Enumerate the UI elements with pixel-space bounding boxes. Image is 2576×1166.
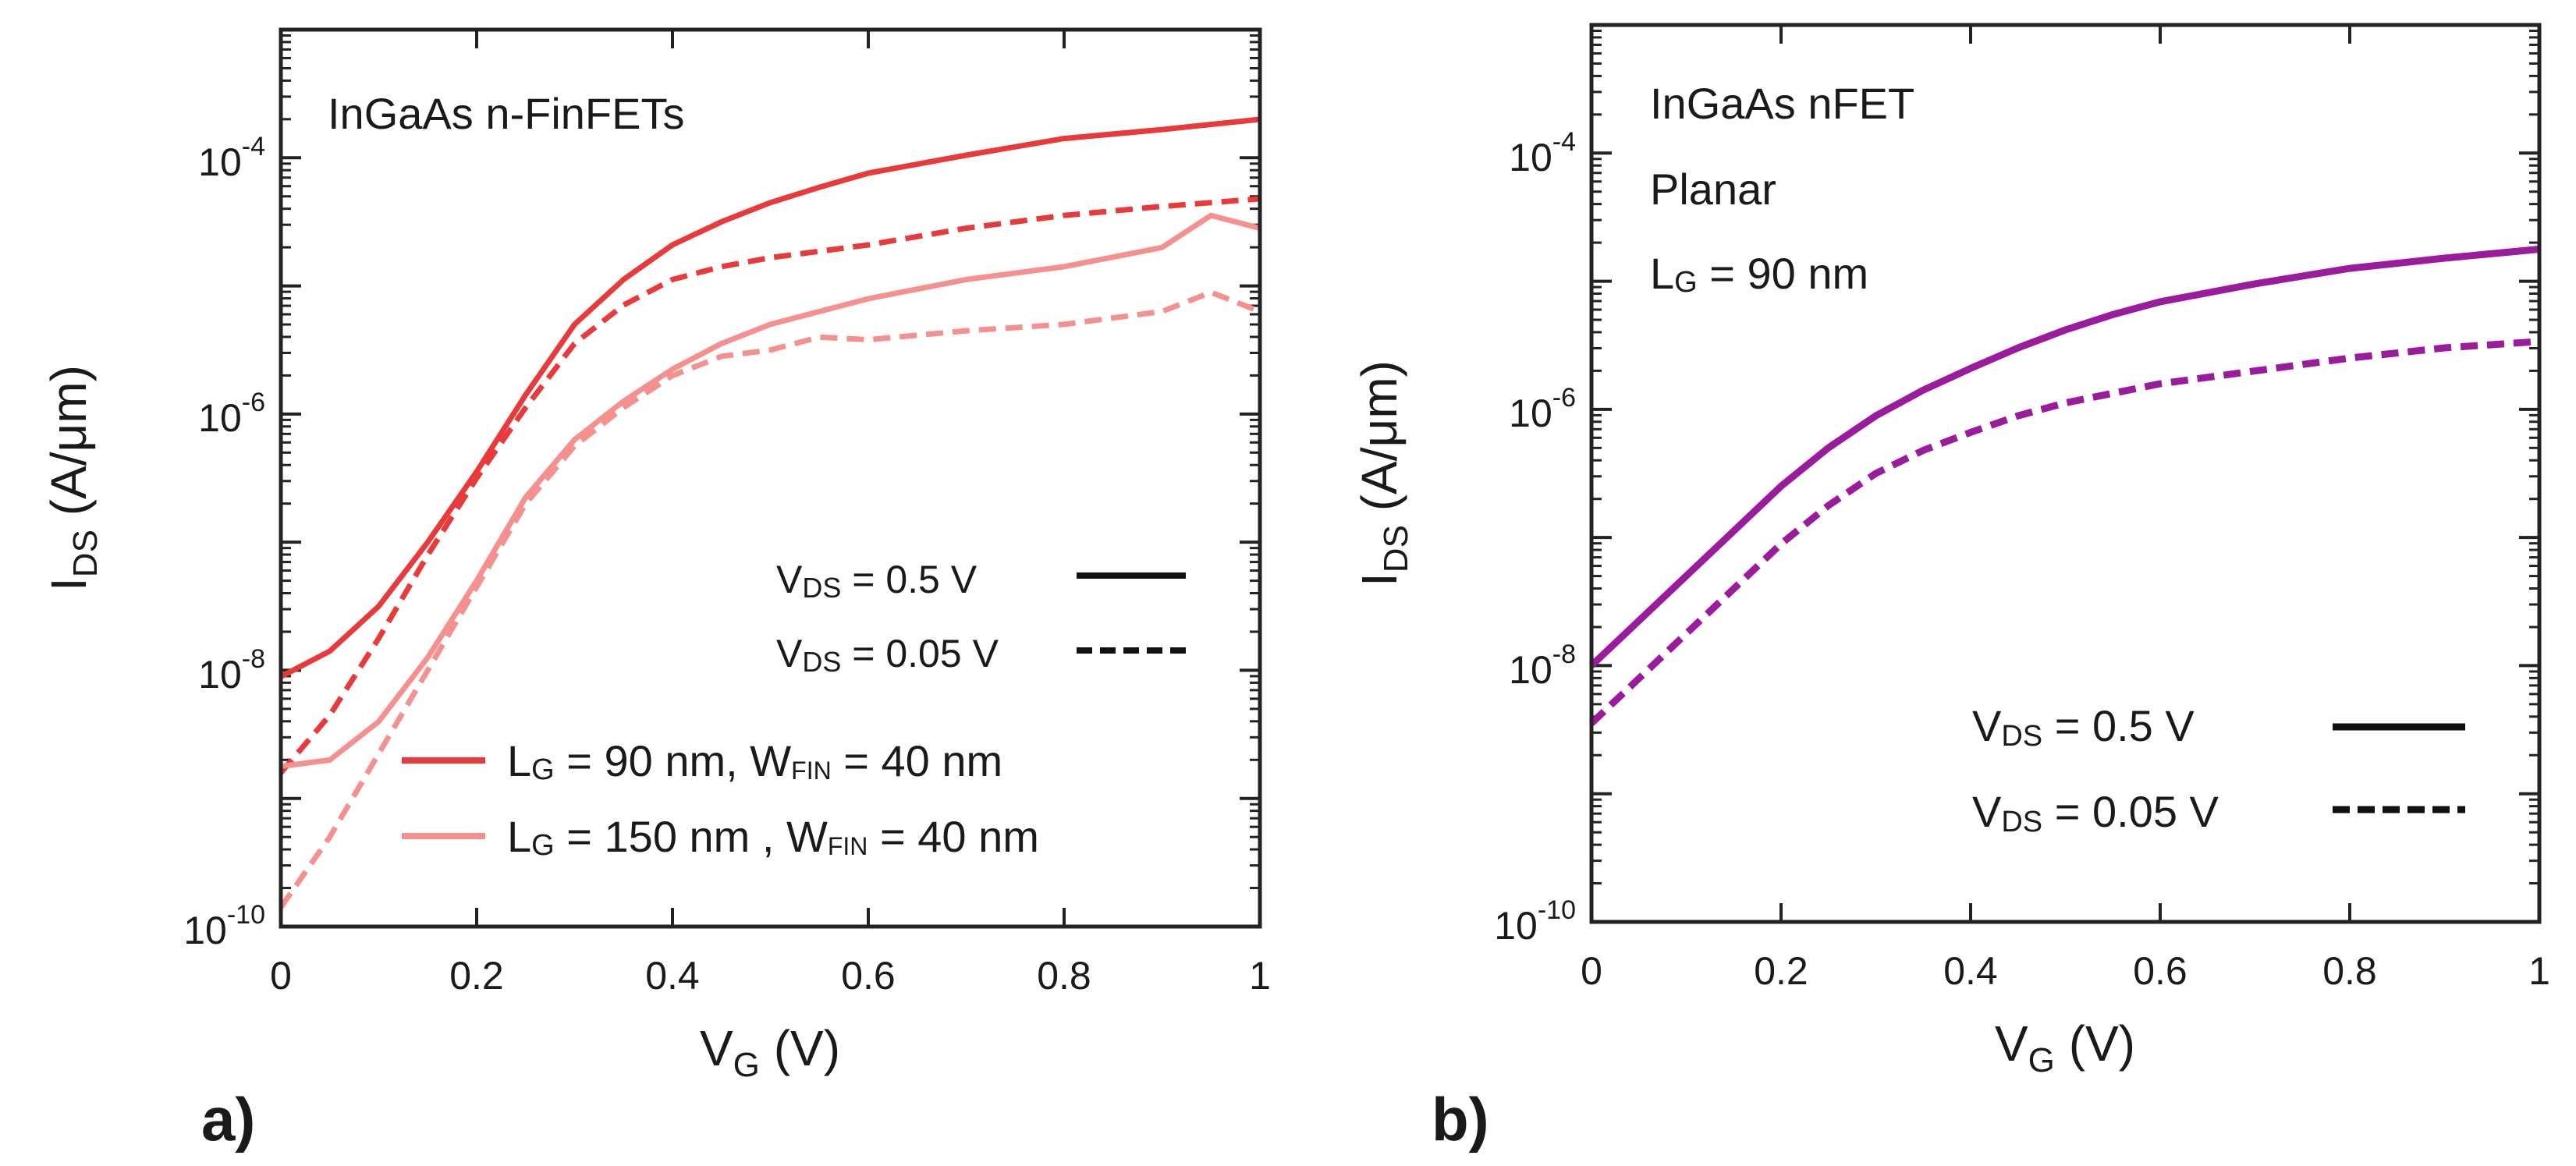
panel-a-x-tick-label: 0 xyxy=(270,954,292,998)
panel-b-x-tick-label: 0.4 xyxy=(1943,949,1998,993)
panel-b-planar-annotation: Planar xyxy=(1650,165,1776,214)
panel-a-label: a) xyxy=(201,1085,255,1154)
panel-a-y-tick-label: 10-6 xyxy=(198,388,265,440)
panel-a-y-axis-title: IDS (A/μm) xyxy=(41,365,105,591)
panel-a-plot-frame xyxy=(279,27,1262,929)
panel-a-series-line-1 xyxy=(279,196,1261,775)
panel-a-legend-vds-05-label: VDS = 0.5 V xyxy=(776,558,978,604)
panel-b-series-line-1 xyxy=(1588,338,2540,726)
panel-a-series-line-0 xyxy=(279,116,1261,679)
panel-a-color-legend: LG = 90 nm, WFIN = 40 nm LG = 150 nm , W… xyxy=(402,736,1039,862)
panel-b-x-axis-title: VG (V) xyxy=(1995,1015,2135,1079)
panel-a-x-tick-label: 0.8 xyxy=(1037,954,1091,998)
panel-a-x-tick-label: 0.4 xyxy=(645,954,700,998)
panel-b-label: b) xyxy=(1432,1085,1489,1154)
panel-a-y-tick-label: 10-10 xyxy=(183,900,265,952)
panel-b-legend-vds-05-label: VDS = 0.5 V xyxy=(1972,701,2195,753)
panel-b-series-line-0 xyxy=(1588,246,2540,668)
panel-b-y-tick-label: 10-6 xyxy=(1509,383,1576,435)
panel-a-series-line-3 xyxy=(279,289,1261,909)
panel-b-y-tick-label: 10-4 xyxy=(1509,127,1576,179)
panel-b-gate-length-annotation: LG = 90 nm xyxy=(1650,249,1868,299)
panel-a-x-tick-label: 1 xyxy=(1249,954,1271,998)
panel-b-x-tick-label: 0.8 xyxy=(2322,949,2377,993)
panel-a-legend-vds-005-label: VDS = 0.05 V xyxy=(776,632,999,678)
panel-b-plot-frame xyxy=(1589,23,2542,924)
panel-a-style-legend: VDS = 0.5 V VDS = 0.05 V xyxy=(776,558,1186,678)
panel-a-y-tick-label: 10-8 xyxy=(198,644,265,696)
panel-b: 0 0.2 0.4 0.6 0.8 1 10-10 10-8 10-6 10-4… xyxy=(1351,23,2550,1154)
panel-a-x-tick-label: 0.2 xyxy=(449,954,504,998)
panel-b-style-legend: VDS = 0.5 V VDS = 0.05 V xyxy=(1972,701,2465,838)
panel-b-legend-vds-005-label: VDS = 0.05 V xyxy=(1972,787,2219,838)
panel-a-series-line-2 xyxy=(280,212,1261,770)
panel-b-device-annotation: InGaAs nFET xyxy=(1650,79,1914,128)
panel-b-x-tick-label: 0 xyxy=(1581,949,1602,993)
panel-b-x-tick-label: 0.6 xyxy=(2133,949,2187,993)
panel-b-series xyxy=(1588,246,2540,726)
panel-b-y-tick-label: 10-8 xyxy=(1509,640,1576,692)
panel-a-x-tick-label: 0.6 xyxy=(841,954,896,998)
panel-a: 0 0.2 0.4 0.6 0.8 1 10-10 10-8 10-6 10-4… xyxy=(41,27,1271,1154)
panel-b-y-tick-label: 10-10 xyxy=(1494,895,1576,948)
panel-b-y-axis-title: IDS (A/μm) xyxy=(1351,360,1415,587)
panel-a-device-annotation: InGaAs n-FinFETs xyxy=(328,89,684,138)
panel-a-x-axis-title: VG (V) xyxy=(700,1020,840,1084)
panel-b-x-tick-label: 1 xyxy=(2528,949,2550,993)
panel-a-grid-ticks xyxy=(279,28,1261,928)
panel-a-legend-lg150-label: LG = 150 nm , WFIN = 40 nm xyxy=(507,812,1039,862)
panel-a-y-tick-label: 10-4 xyxy=(198,132,265,184)
panel-a-series xyxy=(279,116,1261,909)
panel-b-x-tick-label: 0.2 xyxy=(1754,949,1808,993)
panel-a-legend-lg90-label: LG = 90 nm, WFIN = 40 nm xyxy=(507,736,1002,786)
